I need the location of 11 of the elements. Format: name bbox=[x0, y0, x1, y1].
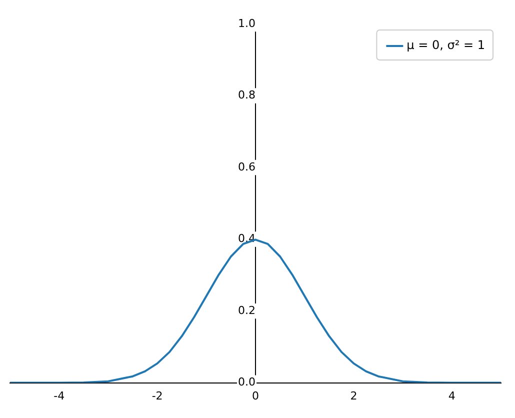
x-tick-label: 0 bbox=[252, 389, 259, 402]
y-tick-label: 0.0 bbox=[238, 376, 256, 389]
x-tick-label: 4 bbox=[448, 389, 456, 402]
x-tick-label: -4 bbox=[54, 389, 65, 402]
legend-label: μ = 0, σ² = 1 bbox=[406, 38, 486, 52]
x-tick-label: -2 bbox=[152, 389, 163, 402]
y-tick-label: 0.6 bbox=[238, 160, 256, 174]
y-tick-label: 0.8 bbox=[238, 88, 256, 102]
y-tick-label: 1.0 bbox=[238, 16, 256, 30]
y-tick-label: 0.2 bbox=[238, 304, 256, 317]
x-tick-label: 2 bbox=[350, 389, 358, 402]
